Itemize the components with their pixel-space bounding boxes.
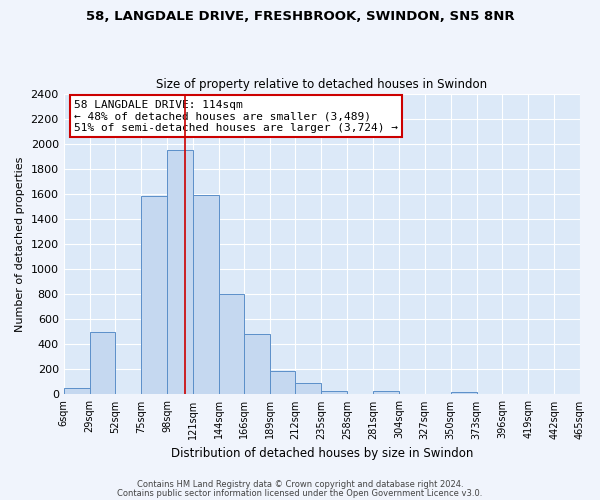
Bar bbox=[269, 370, 295, 394]
Bar bbox=[141, 196, 167, 394]
Text: Contains public sector information licensed under the Open Government Licence v3: Contains public sector information licen… bbox=[118, 488, 482, 498]
Title: Size of property relative to detached houses in Swindon: Size of property relative to detached ho… bbox=[156, 78, 487, 91]
Bar bbox=[193, 195, 219, 394]
Bar bbox=[64, 388, 89, 394]
Bar bbox=[295, 383, 321, 394]
Bar bbox=[244, 334, 269, 394]
Y-axis label: Number of detached properties: Number of detached properties bbox=[15, 156, 25, 332]
Bar bbox=[373, 390, 399, 394]
Text: 58 LANGDALE DRIVE: 114sqm
← 48% of detached houses are smaller (3,489)
51% of se: 58 LANGDALE DRIVE: 114sqm ← 48% of detac… bbox=[74, 100, 398, 133]
Bar bbox=[321, 390, 347, 394]
Bar bbox=[167, 150, 193, 394]
Text: Contains HM Land Registry data © Crown copyright and database right 2024.: Contains HM Land Registry data © Crown c… bbox=[137, 480, 463, 489]
Bar bbox=[451, 392, 476, 394]
Bar bbox=[89, 332, 115, 394]
X-axis label: Distribution of detached houses by size in Swindon: Distribution of detached houses by size … bbox=[170, 447, 473, 460]
Text: 58, LANGDALE DRIVE, FRESHBROOK, SWINDON, SN5 8NR: 58, LANGDALE DRIVE, FRESHBROOK, SWINDON,… bbox=[86, 10, 514, 23]
Bar bbox=[219, 294, 244, 394]
